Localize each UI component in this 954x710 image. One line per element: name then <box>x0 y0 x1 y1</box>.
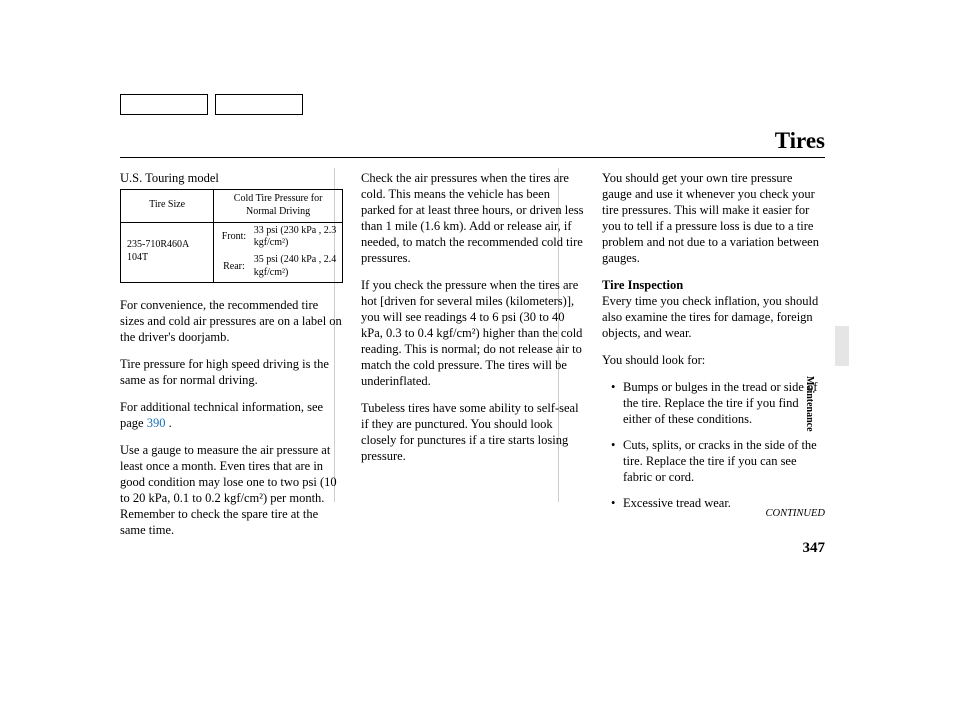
front-label: Front: <box>214 222 254 252</box>
paragraph: You should look for: <box>602 352 825 368</box>
table-header-size: Tire Size <box>121 190 214 223</box>
continued-label: CONTINUED <box>765 508 825 519</box>
content-columns: U.S. Touring model Tire Size Cold Tire P… <box>120 170 825 549</box>
section-heading-tire-inspection: Tire Inspection <box>602 277 825 293</box>
bullet-item: Cuts, splits, or cracks in the side of t… <box>613 437 825 485</box>
section-tab: Maintenance <box>829 326 849 431</box>
paragraph: For convenience, the recommended tire si… <box>120 297 343 345</box>
paragraph: Tire pressure for high speed driving is … <box>120 356 343 388</box>
column-2: Check the air pressures when the tires a… <box>361 170 584 549</box>
paragraph: Tire Inspection Every time you check inf… <box>602 277 825 341</box>
model-heading: U.S. Touring model <box>120 170 343 186</box>
page-title: Tires <box>775 128 825 154</box>
rear-label: Rear: <box>214 252 254 282</box>
text-run: . <box>165 416 171 430</box>
table-header-pressure-2: Normal Driving <box>214 206 343 222</box>
tire-pressure-table: Tire Size Cold Tire Pressure for Normal … <box>120 189 343 283</box>
page-link-390[interactable]: 390 <box>147 416 166 430</box>
column-1: U.S. Touring model Tire Size Cold Tire P… <box>120 170 343 549</box>
page-number: 347 <box>803 540 826 557</box>
section-tab-label: Maintenance <box>804 376 815 432</box>
header-marker-boxes <box>120 94 303 115</box>
paragraph: Use a gauge to measure the air pressure … <box>120 442 343 538</box>
marker-box-2 <box>215 94 303 115</box>
inspection-bullets: Bumps or bulges in the tread or side of … <box>602 379 825 511</box>
bullet-item: Bumps or bulges in the tread or side of … <box>613 379 825 427</box>
paragraph: Check the air pressures when the tires a… <box>361 170 584 266</box>
paragraph: Tubeless tires have some ability to self… <box>361 400 584 464</box>
column-3: You should get your own tire pressure ga… <box>602 170 825 549</box>
marker-box-1 <box>120 94 208 115</box>
paragraph: For additional technical information, se… <box>120 399 343 431</box>
rear-pressure: 35 psi (240 kPa , 2.4 kgf/cm²) <box>254 252 343 282</box>
section-tab-marker <box>835 326 849 366</box>
tire-size-value: 235-710R460A 104T <box>121 222 214 282</box>
paragraph: If you check the pressure when the tires… <box>361 277 584 389</box>
title-rule <box>120 157 825 158</box>
paragraph: You should get your own tire pressure ga… <box>602 170 825 266</box>
front-pressure: 33 psi (230 kPa , 2.3 kgf/cm²) <box>254 222 343 252</box>
table-header-pressure-1: Cold Tire Pressure for <box>214 190 343 206</box>
text-run: Every time you check inflation, you shou… <box>602 294 818 340</box>
